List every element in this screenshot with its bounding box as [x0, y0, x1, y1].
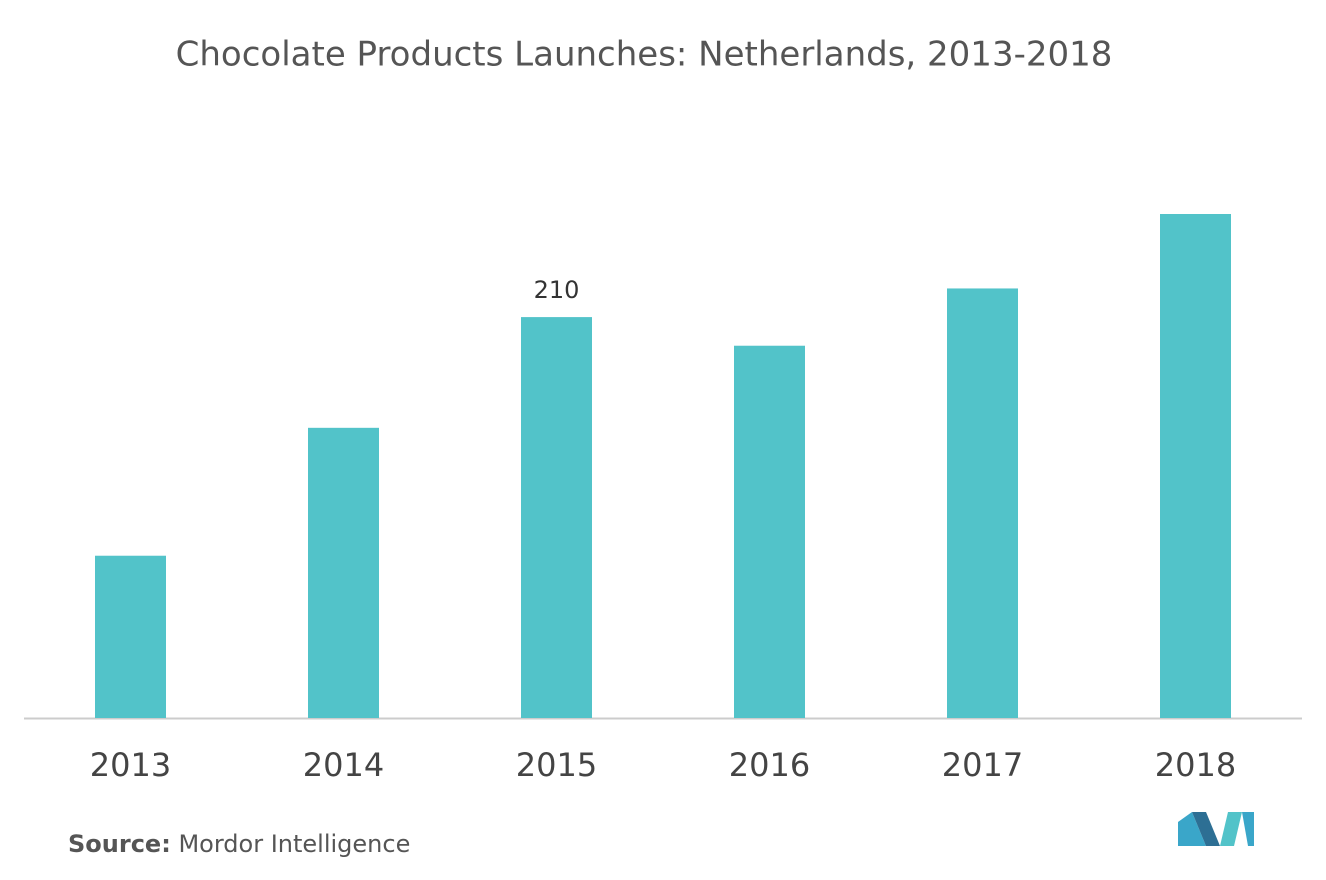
logo	[1178, 812, 1254, 846]
bar	[521, 317, 592, 718]
bar	[308, 427, 379, 718]
data-label: 210	[534, 276, 580, 304]
source-name: Mordor Intelligence	[178, 830, 410, 858]
source: Source: Mordor Intelligence	[68, 830, 410, 858]
bar	[947, 288, 1018, 718]
x-tick-label: 2017	[942, 746, 1023, 784]
x-tick-label: 2013	[90, 746, 171, 784]
x-tick-label: 2014	[303, 746, 384, 784]
bar	[734, 345, 805, 718]
source-label: Source:	[68, 830, 171, 858]
bar	[95, 555, 166, 718]
x-tick-label: 2016	[729, 746, 810, 784]
chart-title: Chocolate Products Launches: Netherlands…	[176, 35, 1113, 75]
bar	[1160, 214, 1231, 718]
x-tick-label: 2018	[1155, 746, 1236, 784]
x-tick-label: 2015	[516, 746, 597, 784]
